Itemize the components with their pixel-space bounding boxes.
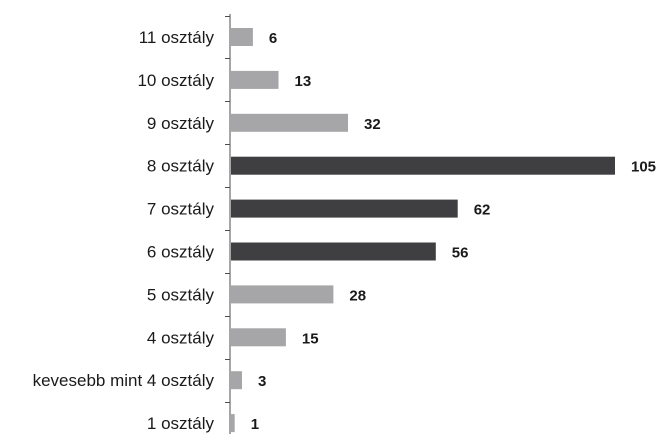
bar-7 — [231, 285, 334, 304]
bar-4 — [231, 156, 615, 175]
value-label: 3 — [258, 373, 266, 390]
labels-group: 11 osztály 610 osztály 139 osztály 328 oszt… — [33, 28, 656, 433]
bar-1 — [231, 28, 253, 46]
category-label: 10 osztály — [137, 71, 214, 90]
value-label: 13 — [295, 73, 312, 90]
value-label: 32 — [364, 116, 381, 133]
value-label: 56 — [452, 245, 469, 262]
category-label: 9 osztály — [147, 114, 215, 133]
category-label: 6 osztály — [147, 243, 215, 262]
category-label: 4 osztály — [147, 328, 215, 347]
category-label: kevesebb mint 4 osztály — [33, 371, 215, 390]
bars-group — [231, 28, 615, 433]
category-label: 5 osztály — [147, 285, 215, 304]
bar-6 — [231, 242, 436, 261]
category-label: 11 osztály — [139, 28, 215, 47]
bar-3 — [231, 113, 348, 132]
bar-8 — [231, 328, 286, 347]
bar-9 — [231, 371, 242, 390]
category-label: 8 osztály — [147, 157, 215, 176]
category-label: 7 osztály — [147, 200, 215, 219]
bar-2 — [231, 70, 279, 89]
value-label: 6 — [269, 30, 277, 47]
bar-5 — [231, 199, 458, 218]
value-label: 62 — [474, 202, 491, 219]
value-label: 105 — [631, 159, 656, 176]
category-label: 1 osztály — [147, 414, 215, 433]
bar-10 — [231, 414, 235, 433]
axis-group — [225, 14, 231, 434]
value-label: 15 — [302, 330, 319, 347]
value-label: 28 — [349, 287, 366, 304]
value-label: 1 — [251, 416, 259, 433]
